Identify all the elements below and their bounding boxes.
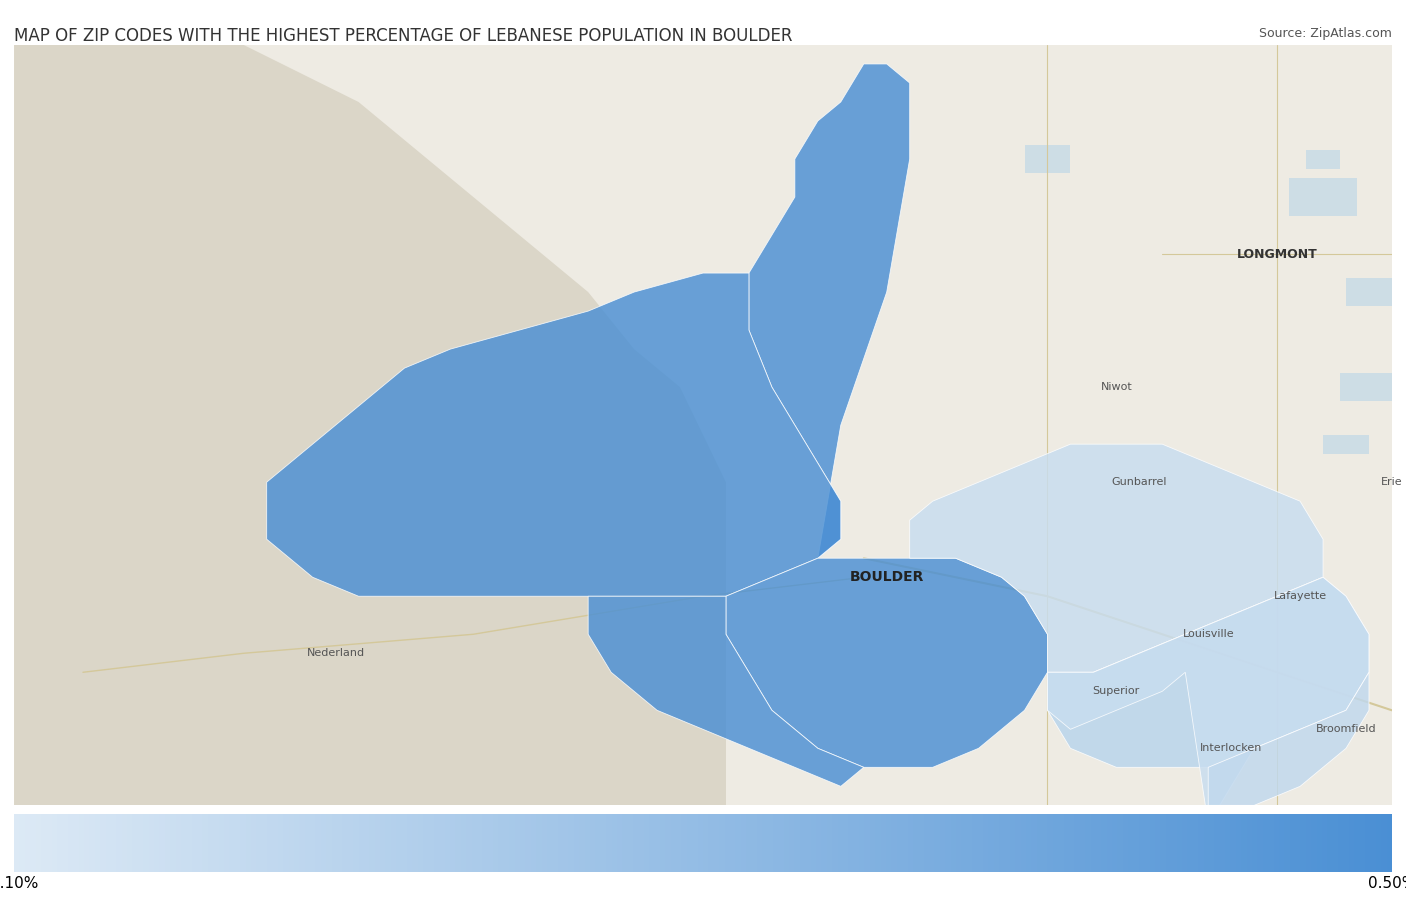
Text: Gunbarrel: Gunbarrel [1112, 477, 1167, 487]
Bar [1025, 145, 1070, 174]
Text: Broomfield: Broomfield [1316, 725, 1376, 734]
Text: Source: ZipAtlas.com: Source: ZipAtlas.com [1258, 27, 1392, 40]
Text: MAP OF ZIP CODES WITH THE HIGHEST PERCENTAGE OF LEBANESE POPULATION IN BOULDER: MAP OF ZIP CODES WITH THE HIGHEST PERCEN… [14, 27, 793, 45]
Bar [1288, 178, 1357, 216]
Polygon shape [725, 558, 1047, 768]
Bar [1346, 278, 1392, 307]
Polygon shape [14, 45, 725, 806]
Polygon shape [588, 596, 863, 787]
Polygon shape [749, 64, 910, 558]
Bar [1306, 149, 1340, 168]
Polygon shape [910, 444, 1323, 672]
Text: Nederland: Nederland [307, 648, 364, 658]
Text: Superior: Superior [1092, 686, 1140, 697]
Text: Interlocken: Interlocken [1199, 743, 1263, 753]
Bar [1323, 434, 1369, 454]
Text: BOULDER: BOULDER [849, 570, 924, 584]
Text: Niwot: Niwot [1101, 382, 1132, 392]
Text: Louisville: Louisville [1182, 629, 1234, 639]
Polygon shape [267, 273, 841, 596]
Text: Erie: Erie [1381, 477, 1403, 487]
Bar [1340, 373, 1398, 401]
Text: Lafayette: Lafayette [1274, 592, 1327, 601]
Polygon shape [1208, 672, 1369, 806]
Polygon shape [1047, 577, 1369, 824]
Polygon shape [1047, 577, 1369, 768]
Text: LONGMONT: LONGMONT [1237, 247, 1317, 261]
